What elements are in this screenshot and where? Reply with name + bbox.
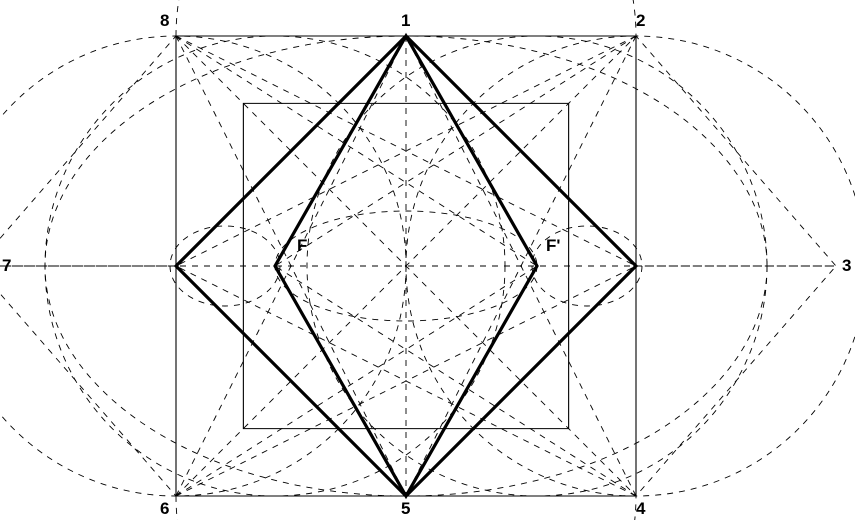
label-7: 7 — [2, 256, 11, 275]
label-1: 1 — [401, 11, 410, 30]
label-4: 4 — [636, 499, 646, 518]
label-F': F' — [546, 236, 560, 255]
label-6: 6 — [160, 499, 169, 518]
label-F: F — [297, 236, 307, 255]
vesica-1 — [170, 226, 280, 306]
label-8: 8 — [160, 11, 169, 30]
label-2: 2 — [636, 11, 645, 30]
label-3: 3 — [842, 256, 851, 275]
label-5: 5 — [401, 499, 410, 518]
